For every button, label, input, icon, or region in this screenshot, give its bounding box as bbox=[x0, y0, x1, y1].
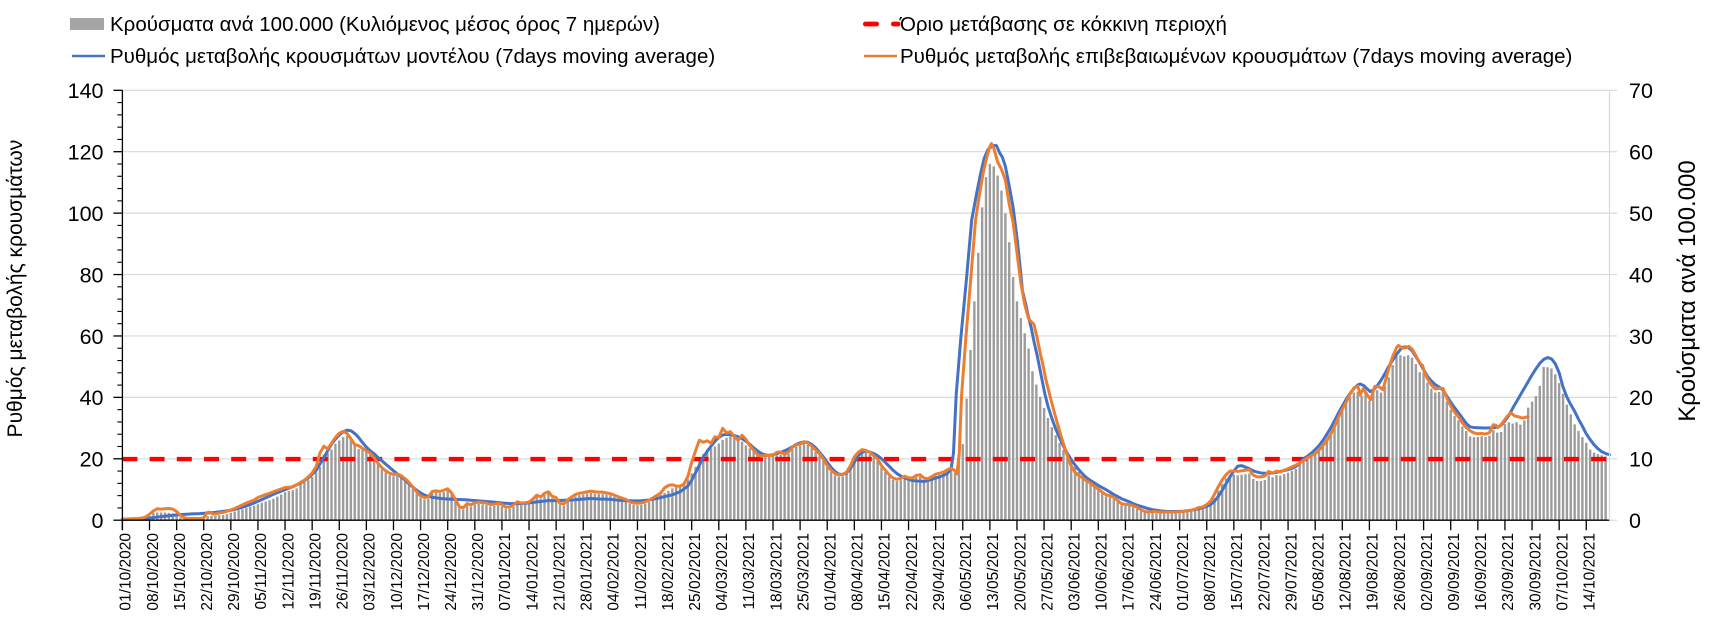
svg-text:12/11/2020: 12/11/2020 bbox=[280, 533, 297, 610]
svg-text:01/10/2020: 01/10/2020 bbox=[118, 533, 135, 611]
svg-text:16/09/2021: 16/09/2021 bbox=[1473, 533, 1490, 611]
svg-text:11/02/2021: 11/02/2021 bbox=[633, 533, 650, 609]
svg-text:17/12/2020: 17/12/2020 bbox=[416, 533, 433, 611]
svg-text:120: 120 bbox=[68, 141, 104, 165]
svg-text:01/07/2021: 01/07/2021 bbox=[1175, 533, 1192, 611]
svg-text:26/11/2020: 26/11/2020 bbox=[335, 533, 352, 610]
svg-text:04/02/2021: 04/02/2021 bbox=[606, 533, 623, 611]
svg-text:17/06/2021: 17/06/2021 bbox=[1121, 533, 1138, 611]
svg-text:01/04/2021: 01/04/2021 bbox=[823, 533, 840, 611]
svg-text:22/10/2020: 22/10/2020 bbox=[199, 533, 216, 611]
svg-text:22/07/2021: 22/07/2021 bbox=[1256, 533, 1273, 611]
svg-text:12/08/2021: 12/08/2021 bbox=[1338, 533, 1355, 611]
svg-text:20/05/2021: 20/05/2021 bbox=[1012, 533, 1029, 611]
svg-text:14/10/2021: 14/10/2021 bbox=[1582, 533, 1599, 611]
svg-text:08/10/2020: 08/10/2020 bbox=[145, 533, 162, 611]
svg-text:08/04/2021: 08/04/2021 bbox=[850, 533, 867, 611]
svg-text:02/09/2021: 02/09/2021 bbox=[1419, 533, 1436, 611]
svg-text:09/09/2021: 09/09/2021 bbox=[1446, 533, 1463, 611]
svg-text:24/06/2021: 24/06/2021 bbox=[1148, 533, 1165, 611]
svg-text:40: 40 bbox=[1629, 263, 1653, 287]
svg-text:100: 100 bbox=[68, 202, 104, 226]
svg-text:05/08/2021: 05/08/2021 bbox=[1310, 533, 1327, 611]
svg-text:07/10/2021: 07/10/2021 bbox=[1554, 533, 1571, 611]
svg-text:04/03/2021: 04/03/2021 bbox=[714, 533, 731, 611]
svg-text:15/07/2021: 15/07/2021 bbox=[1229, 533, 1246, 611]
svg-text:28/01/2021: 28/01/2021 bbox=[579, 533, 596, 611]
svg-text:Ρυθμός μεταβολής κρουσμάτων: Ρυθμός μεταβολής κρουσμάτων bbox=[4, 140, 27, 438]
svg-text:11/03/2021: 11/03/2021 bbox=[741, 533, 758, 609]
svg-text:10/12/2020: 10/12/2020 bbox=[389, 533, 406, 611]
svg-text:0: 0 bbox=[1629, 509, 1641, 533]
svg-text:Όριο μετάβασης σε κόκκινη περι: Όριο μετάβασης σε κόκκινη περιοχή bbox=[899, 13, 1227, 36]
svg-text:22/04/2021: 22/04/2021 bbox=[904, 533, 921, 611]
svg-text:30: 30 bbox=[1629, 325, 1653, 349]
svg-text:40: 40 bbox=[80, 386, 104, 410]
svg-text:14/01/2021: 14/01/2021 bbox=[524, 533, 541, 611]
svg-text:Κρούσματα ανά 100.000: Κρούσματα ανά 100.000 bbox=[1674, 160, 1701, 422]
svg-text:19/08/2021: 19/08/2021 bbox=[1365, 533, 1382, 611]
svg-text:05/11/2020: 05/11/2020 bbox=[253, 533, 270, 610]
svg-text:30/09/2021: 30/09/2021 bbox=[1527, 533, 1544, 611]
svg-text:18/02/2021: 18/02/2021 bbox=[660, 533, 677, 611]
svg-text:Ρυθμός μεταβολής επιβεβαιωμένω: Ρυθμός μεταβολής επιβεβαιωμένων κρουσμάτ… bbox=[900, 45, 1572, 68]
svg-text:25/03/2021: 25/03/2021 bbox=[795, 533, 812, 611]
svg-text:20: 20 bbox=[80, 448, 104, 472]
svg-text:Κρούσματα ανά 100.000 (Κυλιόμε: Κρούσματα ανά 100.000 (Κυλιόμενος μέσος … bbox=[110, 13, 660, 36]
svg-text:23/09/2021: 23/09/2021 bbox=[1500, 533, 1517, 611]
svg-text:24/12/2020: 24/12/2020 bbox=[443, 533, 460, 611]
svg-text:13/05/2021: 13/05/2021 bbox=[985, 533, 1002, 611]
svg-text:60: 60 bbox=[80, 325, 104, 349]
svg-text:21/01/2021: 21/01/2021 bbox=[551, 533, 568, 611]
svg-text:18/03/2021: 18/03/2021 bbox=[768, 533, 785, 611]
svg-text:10: 10 bbox=[1629, 448, 1653, 472]
svg-text:03/06/2021: 03/06/2021 bbox=[1067, 533, 1084, 611]
svg-text:60: 60 bbox=[1629, 141, 1653, 165]
svg-text:06/05/2021: 06/05/2021 bbox=[958, 533, 975, 611]
svg-text:10/06/2021: 10/06/2021 bbox=[1094, 533, 1111, 611]
svg-text:70: 70 bbox=[1629, 79, 1653, 103]
svg-text:Ρυθμός μεταβολής κρουσμάτων μο: Ρυθμός μεταβολής κρουσμάτων μοντέλου (7d… bbox=[110, 45, 715, 68]
svg-text:19/11/2020: 19/11/2020 bbox=[307, 533, 324, 610]
svg-text:27/05/2021: 27/05/2021 bbox=[1039, 533, 1056, 611]
svg-text:80: 80 bbox=[80, 263, 104, 287]
svg-text:26/08/2021: 26/08/2021 bbox=[1392, 533, 1409, 611]
svg-text:29/10/2020: 29/10/2020 bbox=[226, 533, 243, 611]
svg-text:50: 50 bbox=[1629, 202, 1653, 226]
svg-text:20: 20 bbox=[1629, 386, 1653, 410]
svg-text:31/12/2020: 31/12/2020 bbox=[470, 533, 487, 611]
svg-text:08/07/2021: 08/07/2021 bbox=[1202, 533, 1219, 611]
svg-text:0: 0 bbox=[92, 509, 104, 533]
svg-text:15/10/2020: 15/10/2020 bbox=[172, 533, 189, 611]
svg-text:29/07/2021: 29/07/2021 bbox=[1283, 533, 1300, 611]
svg-text:25/02/2021: 25/02/2021 bbox=[687, 533, 704, 611]
svg-text:03/12/2020: 03/12/2020 bbox=[362, 533, 379, 611]
svg-text:29/04/2021: 29/04/2021 bbox=[931, 533, 948, 611]
svg-text:07/01/2021: 07/01/2021 bbox=[497, 533, 514, 611]
svg-text:140: 140 bbox=[68, 79, 104, 103]
svg-text:15/04/2021: 15/04/2021 bbox=[877, 533, 894, 611]
